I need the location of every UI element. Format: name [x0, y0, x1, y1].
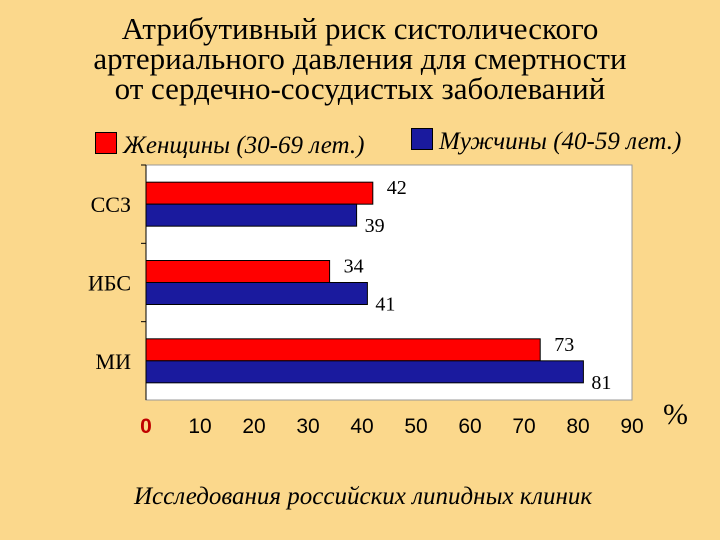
bar-ibs-series-2: [145, 282, 368, 305]
x-tick-label: 20: [242, 415, 265, 438]
x-tick-label: 40: [350, 415, 373, 438]
data-label-ibs-series-1: 34: [344, 256, 364, 278]
title-line-3: от сердечно-сосудистых заболеваний: [114, 71, 606, 106]
category-label-ssz: ССЗ: [91, 192, 131, 217]
x-tick-label: 70: [512, 415, 535, 438]
data-label-ibs-series-2: 41: [375, 294, 395, 316]
bar-ibs-series-1: [145, 260, 331, 283]
data-label-mi-series-2: 81: [591, 372, 611, 394]
chart-title: Атрибутивный риск систолического артериа…: [0, 11, 720, 106]
title-line-1: Атрибутивный риск систолического: [121, 11, 599, 46]
bar-ssz-series-1: [145, 181, 374, 205]
title-line-2: артериального давления для смертности: [93, 41, 627, 76]
unit-label: %: [663, 398, 688, 431]
x-tick-label: 0: [140, 415, 152, 438]
category-label-mi: МИ: [96, 349, 132, 374]
bar-mi-series-1: [145, 338, 541, 362]
chart-legend: Женщины (30-69 лет.) Мужчины (40-59 лет.…: [0, 128, 720, 162]
legend-label-men: Мужчины (40-59 лет.): [439, 128, 682, 155]
data-label-ssz-series-1: 42: [387, 177, 407, 199]
legend-swatch-men: [411, 128, 433, 150]
bar-mi-series-2: [145, 360, 584, 384]
x-tick-label: 90: [620, 415, 643, 438]
legend-swatch-women: [95, 132, 117, 154]
x-tick-label: 60: [458, 415, 481, 438]
data-label-ssz-series-2: 39: [365, 215, 385, 237]
x-tick-label: 80: [566, 415, 589, 438]
x-tick-label: 10: [188, 415, 211, 438]
source-caption: Исследования российских липидных клиник: [133, 483, 593, 510]
legend-label-women: Женщины (30-69 лет.): [123, 132, 365, 159]
bar-ssz-series-2: [145, 203, 358, 227]
category-label-ibs: ИБС: [88, 271, 131, 296]
data-label-mi-series-1: 73: [554, 334, 574, 356]
x-tick-label: 30: [296, 415, 319, 438]
x-tick-label: 50: [404, 415, 427, 438]
